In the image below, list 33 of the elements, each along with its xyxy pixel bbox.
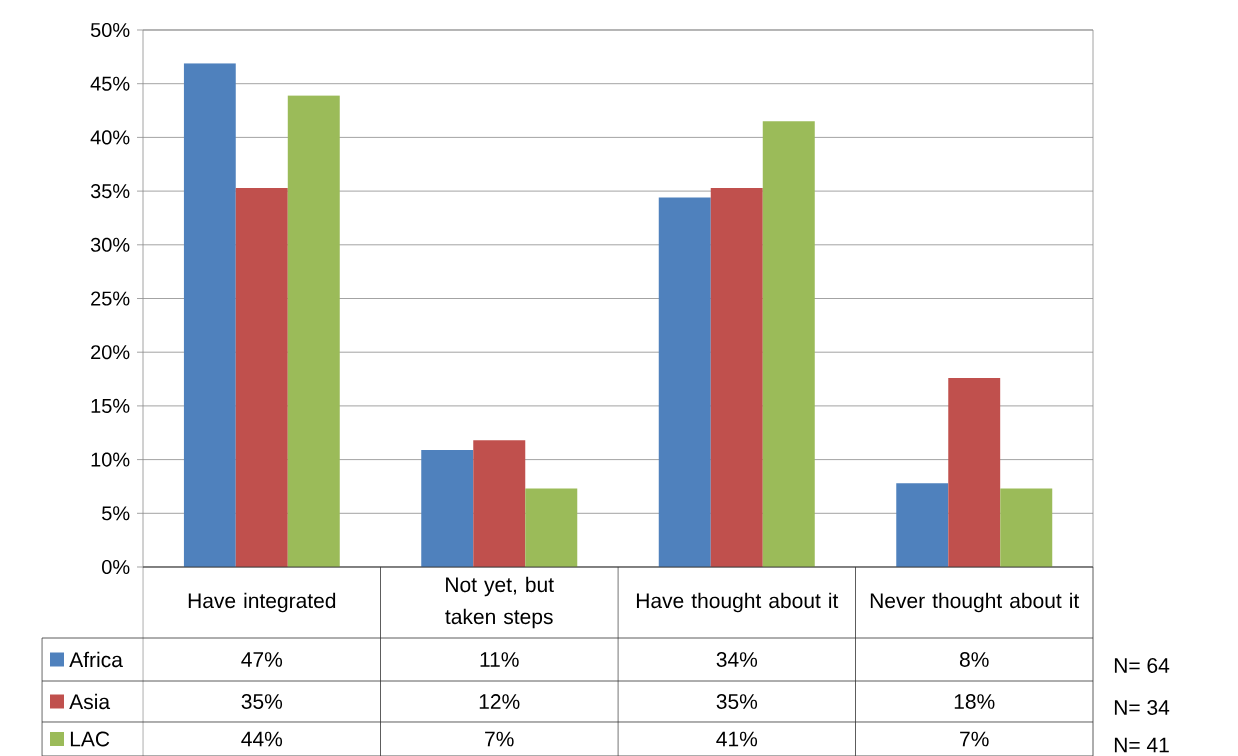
data-label: 35% [716, 694, 758, 709]
y-tick-label: 35% [90, 184, 130, 199]
y-tick-label: 20% [91, 345, 130, 360]
data-label: 47% [241, 652, 283, 667]
x-tick-label: Never thought about it [870, 592, 1080, 613]
x-tick-label: Have integrated [188, 592, 336, 613]
x-tick-label: Have thought about it [636, 592, 839, 613]
data-label: 7% [960, 731, 989, 747]
x-tick-label: Not yet, but taken steps [445, 576, 554, 629]
y-tick-label: 45% [90, 76, 130, 91]
y-tick-label: 30% [90, 237, 130, 252]
text: N= 34 [1114, 700, 1170, 715]
data-label: 34% [716, 652, 758, 667]
data-label: 11% [480, 652, 519, 667]
y-tick-label: 25% [91, 291, 130, 306]
data-label: 8% [959, 652, 989, 667]
data-label: 44% [241, 731, 283, 747]
y-tick-label: 5% [102, 506, 130, 521]
data-label: 35% [241, 694, 283, 709]
data-label: 18% [954, 694, 995, 709]
text: N= 41 [1114, 737, 1169, 753]
data-label: 12% [479, 694, 520, 709]
legend-label: Africa [69, 651, 123, 668]
legend-label: LAC [70, 731, 110, 747]
data-label: 7% [485, 731, 514, 747]
legend-label: Asia [69, 693, 111, 710]
y-tick-label: 10% [91, 452, 130, 467]
y-tick-label: 0% [102, 559, 130, 575]
y-tick-label: 50% [90, 22, 130, 38]
y-tick-label: 40% [90, 130, 130, 145]
data-label: 41% [716, 731, 758, 747]
y-tick-label: 15% [91, 398, 130, 413]
text: N= 64 [1114, 658, 1170, 673]
